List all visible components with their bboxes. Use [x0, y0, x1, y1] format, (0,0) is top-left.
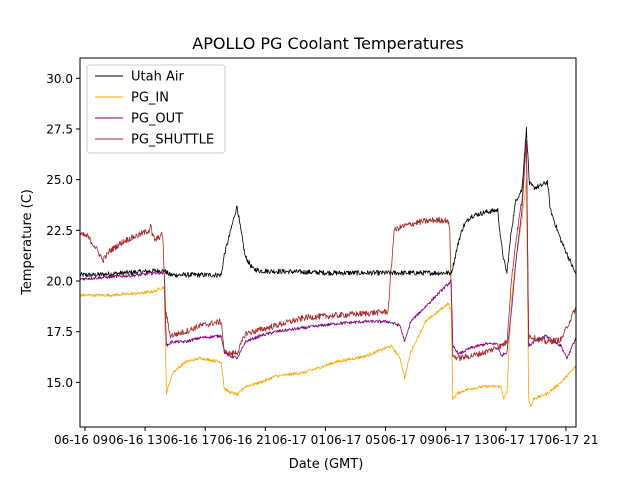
legend-label: Utah Air	[131, 70, 184, 85]
y-tick-label: 17.5	[46, 325, 73, 339]
y-tick-label: 20.0	[46, 275, 73, 289]
x-tick-label: 06-17 17	[490, 433, 544, 447]
axes-ticks: 15.017.520.022.525.027.530.006-16 09 06-1…	[46, 72, 598, 447]
x-tick-label: 06-16 13	[109, 433, 163, 447]
x-tick-label: 06-17 09	[381, 433, 435, 447]
legend-label: PG_SHUTTLE	[131, 133, 214, 148]
y-tick-label: 30.0	[46, 72, 73, 86]
y-axis-label: Temperature (C)	[20, 189, 35, 296]
series-line-utah-air	[80, 126, 576, 278]
y-tick-label: 27.5	[46, 122, 73, 136]
x-tick-label: 06-16 21	[218, 433, 272, 447]
plot-frame	[79, 57, 577, 428]
x-tick-label: 06-17 21	[545, 433, 599, 447]
series-line-pg-in	[80, 179, 576, 408]
legend-box	[86, 64, 226, 154]
y-tick-label: 15.0	[46, 376, 73, 390]
x-tick-label: 06-17 01	[272, 433, 326, 447]
chart-title: APOLLO PG Coolant Temperatures	[192, 34, 463, 53]
series-line-pg-shuttle	[80, 145, 576, 362]
x-tick-label: 06-16 09	[54, 433, 108, 447]
x-tick-label: 06-17 13	[436, 433, 490, 447]
x-axis-label: Date (GMT)	[289, 457, 364, 472]
y-tick-label: 25.0	[46, 173, 73, 187]
series-line-pg-out	[80, 140, 576, 360]
legend-label: PG_IN	[131, 91, 169, 106]
y-tick-label: 22.5	[46, 224, 73, 238]
x-tick-label: 06-17 05	[327, 433, 381, 447]
legend-label: PG_OUT	[131, 112, 183, 127]
series-lines	[80, 126, 576, 408]
x-tick-label: 06-16 17	[163, 433, 217, 447]
legend: Utah Air PG_IN PG_OUT PG_SHUTTLE	[86, 64, 226, 154]
